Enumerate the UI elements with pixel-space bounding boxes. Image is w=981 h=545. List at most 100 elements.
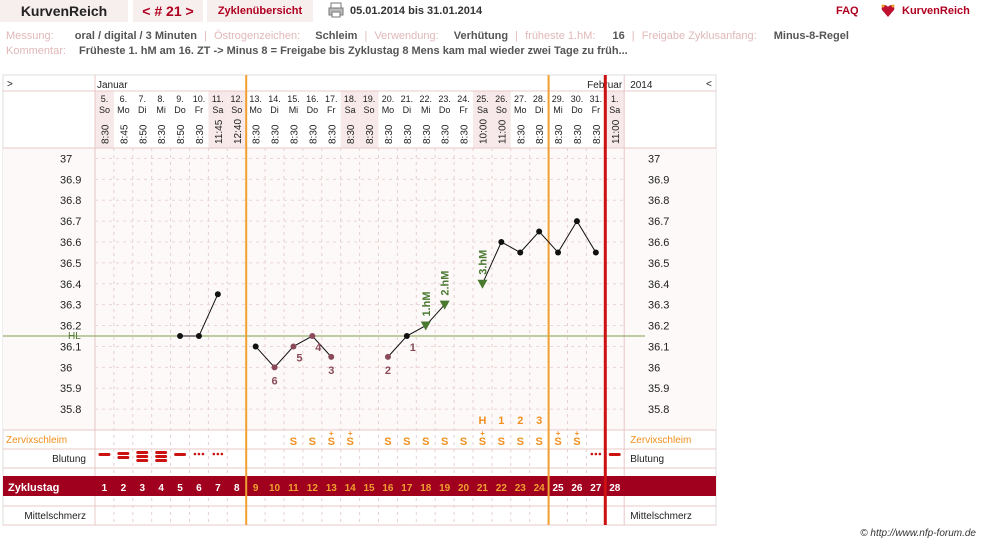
cycle-overview-tab[interactable]: Zyklenübersicht — [207, 0, 313, 22]
cervix-peak-label: 1 — [498, 415, 504, 427]
low-temp-label: 2 — [385, 365, 391, 377]
cervix-value: S — [498, 436, 505, 448]
faq-link[interactable]: FAQ — [836, 5, 859, 17]
date-label: 24. — [457, 94, 470, 104]
y-tick-right: 37 — [648, 153, 660, 165]
messung-value: oral / digital / 3 Minuten — [74, 30, 197, 42]
high-measurement-marker — [439, 300, 450, 310]
weekday-label: Fr — [195, 105, 204, 115]
weekday-label: Di — [270, 105, 279, 115]
bleeding-bar — [136, 459, 149, 462]
weekday-label: Mi — [289, 105, 299, 115]
time-label: 8:30 — [100, 124, 111, 144]
nav-right-arrow: < — [706, 79, 712, 90]
cycle-day-number: 10 — [269, 483, 281, 494]
low-temp-label: 1 — [410, 342, 416, 354]
high-measurement-marker — [477, 279, 488, 289]
y-tick-right: 36.8 — [648, 195, 669, 207]
weekday-label: Mo — [382, 105, 395, 115]
time-label: 8:30 — [327, 124, 338, 144]
brand-tab[interactable]: KurvenReich — [0, 0, 128, 22]
date-label: 12. — [230, 94, 243, 104]
weekday-label: Do — [439, 105, 451, 115]
bleeding-bar — [608, 453, 621, 456]
spotting-dot — [594, 452, 598, 456]
low-temp-label: 4 — [315, 342, 322, 354]
cycle-day-number: 15 — [363, 483, 375, 494]
date-label: 15. — [287, 94, 300, 104]
weekday-label: Mi — [156, 105, 166, 115]
verwendung-value: Verhütung — [453, 30, 509, 42]
temp-point — [195, 333, 202, 339]
temp-point — [309, 333, 316, 339]
cervix-plus-mark: + — [480, 429, 485, 438]
anfang-value: Minus-8-Regel — [773, 30, 849, 42]
weekend-shade — [473, 91, 492, 148]
cycle-day-number: 8 — [234, 483, 240, 494]
cervix-peak-label: 3 — [536, 415, 542, 427]
hl-label: HL — [68, 331, 81, 342]
date-label: 14. — [268, 94, 281, 104]
date-label: 16. — [306, 94, 319, 104]
date-label: 18. — [344, 94, 357, 104]
y-tick-left: 36.6 — [60, 237, 81, 249]
bleeding-bar — [117, 452, 130, 455]
cervix-value: S — [346, 436, 353, 448]
high-measurement-label: 1.hM — [421, 291, 433, 316]
temp-point — [252, 343, 259, 350]
temp-line — [387, 304, 446, 358]
bleeding-bar — [155, 451, 168, 454]
heart-logo-icon — [880, 4, 896, 18]
cervix-value: S — [384, 436, 391, 448]
weekend-shade — [491, 91, 511, 148]
weekday-label: Do — [571, 105, 583, 115]
weekday-label: Di — [403, 105, 412, 115]
date-label: 23. — [438, 94, 451, 104]
cervix-value: S — [328, 436, 335, 448]
time-label: 8:30 — [535, 124, 546, 144]
spotting-dot — [201, 452, 205, 456]
weekday-label: Mo — [117, 105, 130, 115]
date-label: 9. — [176, 94, 184, 104]
cycle-nav[interactable]: < # 21 > — [133, 0, 203, 22]
temp-point — [328, 353, 335, 360]
cycle-day-number: 23 — [515, 483, 527, 494]
time-label: 8:50 — [176, 124, 187, 144]
print-icon[interactable] — [328, 2, 344, 18]
temp-point — [536, 228, 543, 235]
time-label: 8:30 — [573, 124, 584, 144]
cycle-day-number: 3 — [139, 483, 145, 494]
weekday-label: Di — [138, 105, 147, 115]
anfang-label: Freigabe Zyklusanfang: — [641, 30, 757, 42]
date-label: 13. — [249, 94, 262, 104]
y-tick-left: 36.1 — [60, 341, 81, 353]
logo[interactable]: KurvenReich — [880, 0, 980, 22]
y-tick-right: 36.2 — [648, 321, 669, 333]
cycle-day-number: 19 — [439, 483, 451, 494]
time-label: 8:30 — [157, 124, 168, 144]
cycle-day-number: 27 — [590, 483, 602, 494]
info-line-2: Kommentar: Früheste 1. hM am 16. ZT -> M… — [6, 45, 628, 57]
date-label: 29. — [552, 94, 565, 104]
temp-point — [498, 239, 505, 245]
year-label: 2014 — [630, 80, 653, 91]
cervix-value: S — [422, 436, 429, 448]
time-label: 8:30 — [554, 124, 565, 144]
time-label: 8:30 — [289, 124, 300, 144]
high-measurement-label: 2.hM — [440, 271, 452, 296]
cycle-day-number: 14 — [345, 483, 357, 494]
y-tick-left: 36.3 — [60, 300, 81, 312]
cervix-plus-mark: + — [329, 429, 334, 438]
cervix-value: S — [554, 436, 561, 448]
weekday-label: Do — [174, 105, 186, 115]
date-label: 19. — [363, 94, 376, 104]
cycle-day-row-label: Zyklustag — [8, 482, 59, 494]
logo-text: KurvenReich — [902, 5, 970, 17]
weekend-shade — [227, 91, 247, 148]
time-label: 8:30 — [384, 124, 395, 144]
low-temp-label: 5 — [296, 352, 302, 364]
messung-label: Messung: — [6, 30, 54, 42]
time-label: 8:30 — [308, 124, 319, 144]
cycle-day-number: 7 — [215, 483, 221, 494]
time-label: 8:30 — [346, 124, 357, 144]
